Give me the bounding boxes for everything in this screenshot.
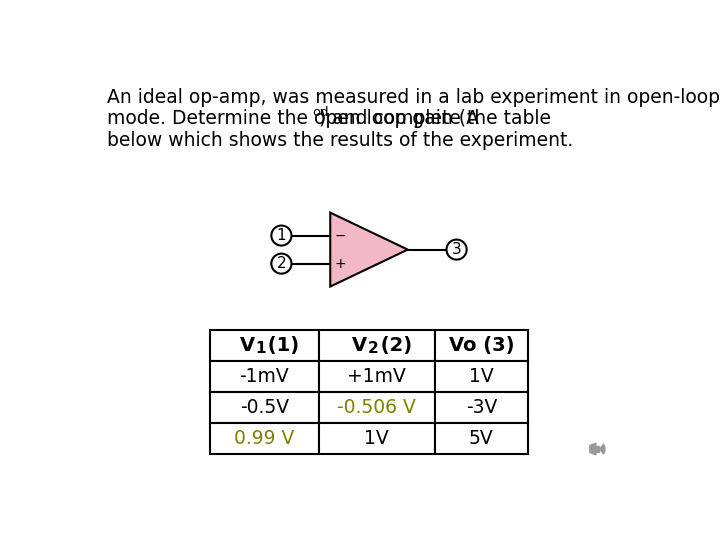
Text: +: + [335,256,346,271]
Bar [435,330,528,361]
Text: -3V: -3V [466,398,497,417]
Text: mode. Determine the open loop gain (A: mode. Determine the open loop gain (A [107,110,479,129]
Text: 1: 1 [255,341,266,356]
Text: -0.506 V: -0.506 V [337,398,416,417]
Bar [435,423,528,454]
Text: 1: 1 [276,228,287,243]
Bar [210,392,319,423]
Bar [210,361,319,392]
Text: -1mV: -1mV [240,367,289,386]
Bar [319,361,435,392]
Text: −: − [335,228,346,242]
Text: Vo (3): Vo (3) [449,336,514,355]
Polygon shape [330,213,408,287]
Text: V: V [240,336,255,355]
Text: 3: 3 [451,242,462,257]
Bar [319,392,435,423]
Text: -0.5V: -0.5V [240,398,289,417]
Circle shape [271,226,292,246]
Text: An ideal op-amp, was measured in a lab experiment in open-loop: An ideal op-amp, was measured in a lab e… [107,88,720,107]
Text: od: od [312,106,329,119]
Bar [319,330,435,361]
Polygon shape [596,447,599,451]
Bar [435,392,528,423]
Text: 0.99 V: 0.99 V [234,429,294,448]
Text: 1V: 1V [364,429,389,448]
Bar [210,330,319,361]
Text: below which shows the results of the experiment.: below which shows the results of the exp… [107,131,573,150]
Text: 2: 2 [367,341,378,356]
Text: 1V: 1V [469,367,494,386]
Circle shape [446,240,467,260]
Bar [435,361,528,392]
Text: 2: 2 [276,256,287,271]
Circle shape [271,254,292,274]
Text: ) and complete the table: ) and complete the table [319,110,552,129]
Bar [210,423,319,454]
Text: +1mV: +1mV [347,367,406,386]
Polygon shape [590,443,596,455]
Text: (1): (1) [261,336,300,355]
Bar [319,423,435,454]
Text: 5V: 5V [469,429,494,448]
Text: (2): (2) [374,336,412,355]
Text: V: V [352,336,367,355]
